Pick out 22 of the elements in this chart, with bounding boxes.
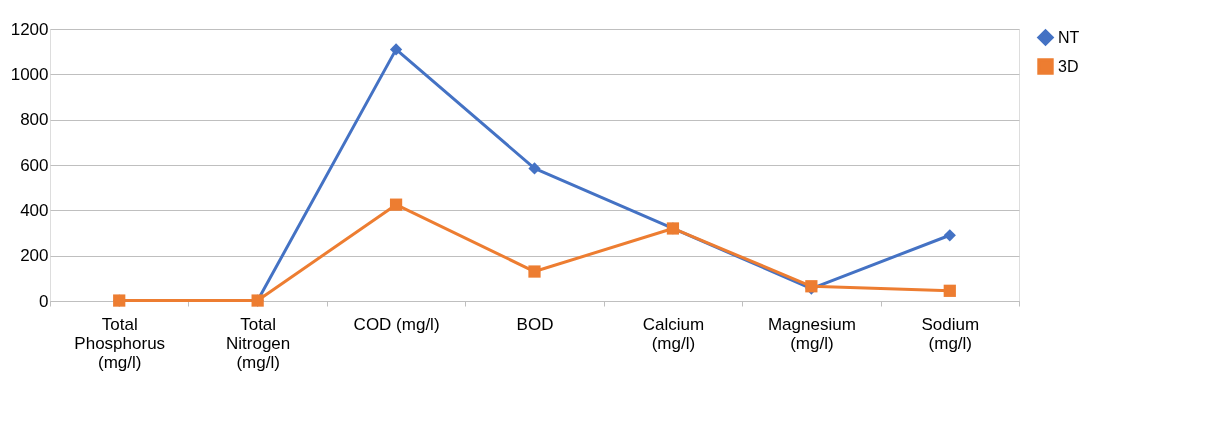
legend-label: 3D — [1058, 57, 1079, 75]
point — [389, 198, 403, 211]
y-tick-label: 600 — [20, 155, 49, 175]
point — [528, 162, 541, 175]
y-tick-label: 800 — [20, 110, 49, 130]
x-tick-label: BOD — [516, 314, 554, 334]
point — [528, 265, 541, 278]
y-tick-label: 1000 — [10, 64, 49, 84]
point — [389, 43, 403, 56]
x-tick-label: Magnesium (mg/l) — [767, 314, 856, 353]
x-tick-label: Calcium (mg/l) — [642, 314, 705, 353]
point — [943, 284, 956, 297]
x-tick-label: Sodium (mg/l) — [921, 314, 980, 353]
x-tick-label: Total Phosphorus (mg/l) — [74, 314, 166, 372]
y-tick-label: 1200 — [10, 19, 49, 39]
legend-label: NT — [1058, 28, 1080, 46]
y-tick-label: 400 — [20, 200, 49, 220]
y-tick-label: 200 — [20, 246, 49, 266]
point — [943, 229, 956, 242]
x-tick-label: Total Nitrogen (mg/l) — [226, 314, 291, 372]
y-tick-label: 0 — [39, 291, 49, 311]
x-tick-label: COD (mg/l) — [353, 314, 440, 334]
